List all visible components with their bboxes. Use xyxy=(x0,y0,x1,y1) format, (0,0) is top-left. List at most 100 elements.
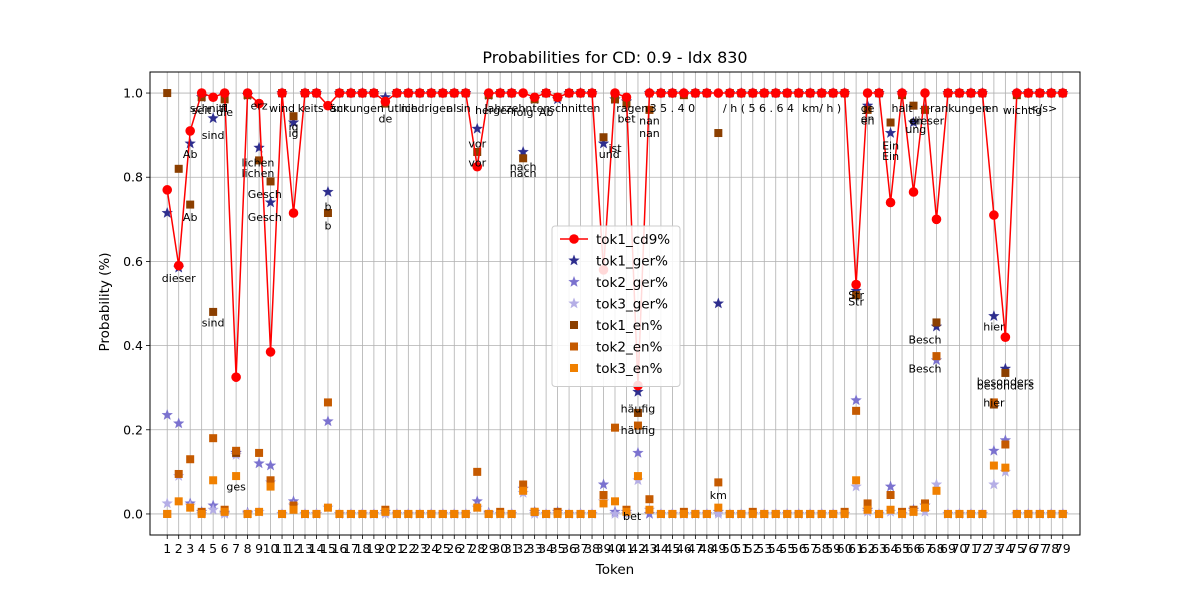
token-annotation: besonders xyxy=(977,380,1034,393)
legend-box xyxy=(551,225,681,387)
y-tick-label: 0.0 xyxy=(123,506,143,521)
data-point xyxy=(771,509,780,518)
data-point xyxy=(712,507,725,519)
data-point xyxy=(1012,509,1021,518)
data-point xyxy=(921,499,929,508)
legend-marker xyxy=(570,321,578,329)
x-tick-label: 42 xyxy=(630,541,646,556)
token-annotation: ges xyxy=(226,481,246,494)
token-annotation: nach xyxy=(510,161,537,174)
token-annotation: scr xyxy=(331,102,348,115)
data-point xyxy=(530,507,539,516)
legend-marker xyxy=(568,275,580,287)
token-annotation: ung xyxy=(905,123,926,136)
legend-label: tok1_cd9% xyxy=(596,232,670,248)
data-point xyxy=(254,98,264,109)
data-point xyxy=(369,88,379,98)
data-point xyxy=(712,297,725,309)
plot-marks xyxy=(161,87,1069,519)
data-point xyxy=(988,478,1000,490)
token-annotation: und xyxy=(599,148,620,161)
data-point xyxy=(988,310,1000,322)
token-annotation: en xyxy=(861,114,875,127)
data-point xyxy=(1046,88,1057,98)
data-point xyxy=(713,88,724,98)
data-point xyxy=(829,509,838,518)
x-tick-label: 73 xyxy=(986,541,1002,556)
data-point xyxy=(1023,88,1034,98)
token-annotation: als xyxy=(446,102,462,115)
data-point xyxy=(265,347,276,357)
data-point xyxy=(519,486,528,495)
token-annotation: b xyxy=(324,220,331,233)
x-tick-label: 18 xyxy=(354,541,370,556)
data-point xyxy=(978,509,987,518)
token-annotation: dieser xyxy=(162,272,196,285)
x-tick-label: 60 xyxy=(837,541,853,556)
plot-frame xyxy=(149,71,1081,536)
data-point xyxy=(737,509,746,518)
x-tick-label: 32 xyxy=(515,541,531,556)
token-annotation: en xyxy=(861,112,875,125)
x-tick-label: 22 xyxy=(400,541,416,556)
x-tick-label: 70 xyxy=(951,541,967,556)
token-annotation: ig xyxy=(288,127,298,140)
token-annotation: / h ( 5 6 . 6 4 xyxy=(723,102,794,115)
data-point xyxy=(668,509,677,518)
data-point xyxy=(312,509,321,518)
x-tick-label: 75 xyxy=(1009,541,1025,556)
data-point xyxy=(759,88,770,98)
data-point xyxy=(632,446,644,458)
x-tick-label: 78 xyxy=(1043,541,1059,556)
data-point xyxy=(163,509,172,518)
x-tick-label: 29 xyxy=(481,541,497,556)
token-annotation: Ab xyxy=(183,211,198,224)
token-annotation: de xyxy=(378,112,392,125)
token-annotation: et xyxy=(630,510,642,523)
data-point xyxy=(565,509,574,518)
y-tick-label: 1.0 xyxy=(123,86,143,101)
token-annotation: seit xyxy=(192,104,213,117)
legend-marker xyxy=(570,364,578,372)
token-annotation: </s> xyxy=(1029,102,1057,115)
x-tick-label: 36 xyxy=(561,541,577,556)
y-tick-label: 0.4 xyxy=(123,338,143,353)
data-point xyxy=(484,509,493,518)
data-point xyxy=(334,88,345,98)
data-point xyxy=(736,88,747,98)
data-point xyxy=(954,88,965,98)
x-tick-label: 25 xyxy=(435,541,451,556)
token-annotation: niedriger xyxy=(401,102,451,115)
x-tick-label: 59 xyxy=(825,541,841,556)
data-point xyxy=(232,446,241,455)
data-point xyxy=(840,509,849,518)
data-point xyxy=(1035,88,1045,98)
token-annotation: Ab xyxy=(183,148,198,161)
data-point xyxy=(806,509,815,518)
token-annotation: änkungen xyxy=(329,102,383,115)
data-point xyxy=(471,122,483,134)
data-point xyxy=(645,505,654,514)
data-point xyxy=(852,476,861,485)
token-annotation: erz xyxy=(251,100,268,113)
token-annotation: Besch xyxy=(908,363,941,376)
data-point xyxy=(277,88,287,98)
legend-label: tok2_ger% xyxy=(596,275,668,291)
data-point xyxy=(816,88,827,98)
data-point xyxy=(174,164,183,173)
token-annotation: bet xyxy=(617,112,636,125)
data-point xyxy=(1058,509,1067,518)
x-tick-label: 8 xyxy=(244,541,252,556)
x-tick-label: 67 xyxy=(917,541,933,556)
data-point xyxy=(621,92,632,103)
token-annotation: hier xyxy=(983,396,1005,409)
data-point xyxy=(197,509,206,518)
data-point xyxy=(599,491,608,500)
data-point xyxy=(553,509,562,518)
x-tick-label: 38 xyxy=(584,541,600,556)
data-point xyxy=(702,88,712,98)
data-point xyxy=(748,509,757,518)
data-point xyxy=(461,509,470,518)
x-tick-label: 79 xyxy=(1055,541,1071,556)
